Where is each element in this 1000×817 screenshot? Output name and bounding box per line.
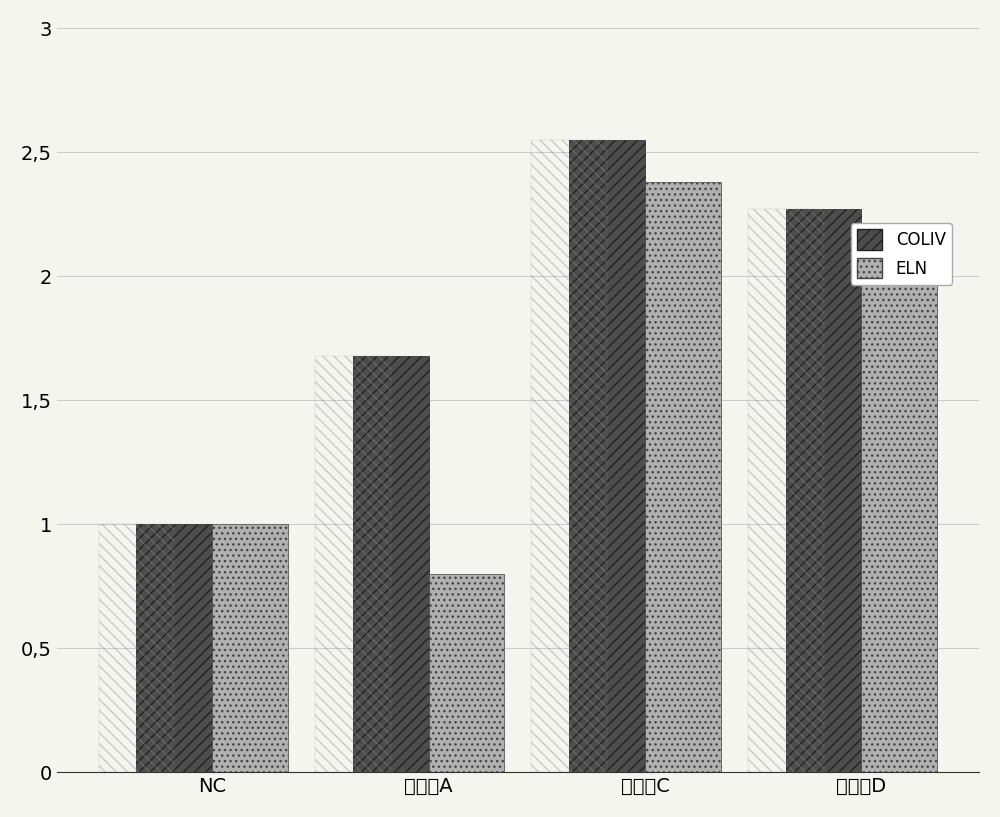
Bar xyxy=(645,182,721,772)
Legend: COLIV, ELN: COLIV, ELN xyxy=(851,223,952,285)
Bar xyxy=(429,574,504,772)
Bar xyxy=(748,209,824,772)
Bar xyxy=(212,525,288,772)
Bar xyxy=(786,209,861,772)
Bar xyxy=(569,140,645,772)
Bar xyxy=(861,276,937,772)
Bar xyxy=(315,355,391,772)
Bar xyxy=(99,525,174,772)
Bar xyxy=(531,140,607,772)
Bar xyxy=(136,525,212,772)
Bar xyxy=(353,355,429,772)
